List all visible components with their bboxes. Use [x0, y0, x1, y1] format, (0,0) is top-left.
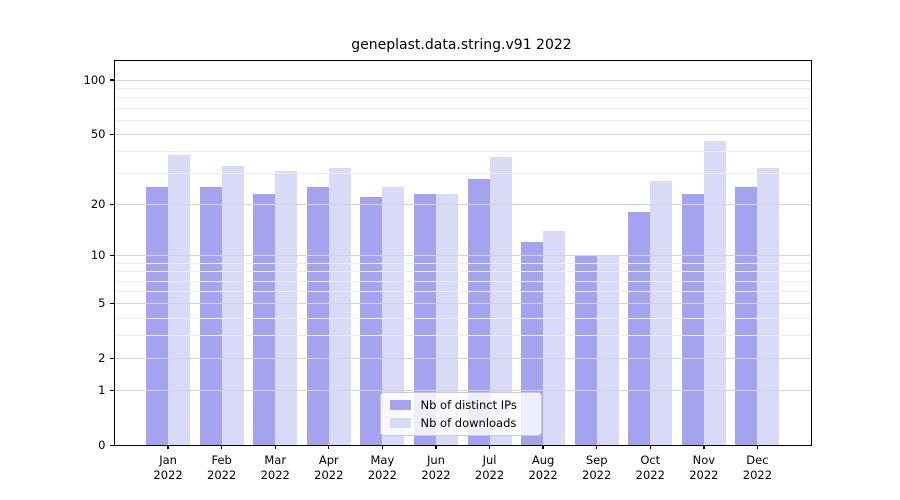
legend-label-distinct-ips: Nb of distinct IPs: [420, 398, 517, 413]
y-tick-label: 10: [90, 248, 106, 263]
y-tick-label: 1: [98, 383, 106, 398]
y-tick-mark: [109, 79, 114, 81]
x-tick-mark: [435, 445, 437, 449]
y-tick-label: 100: [83, 72, 106, 87]
x-tick-year: 2022: [367, 468, 398, 482]
x-tick-mark: [274, 445, 276, 449]
y-tick-mark: [109, 357, 114, 359]
bar-downloads-dec: [757, 168, 780, 445]
x-tick-label-sep: Sep 2022: [565, 453, 629, 483]
axis-layer: 0 1 2 5 10 20 50 100 Jan 2022 Feb 2022 Mar 2022 Apr 202…: [84, 61, 812, 482]
bar-distinct-ips-dec: [735, 187, 758, 445]
legend-label-downloads: Nb of downloads: [420, 415, 517, 430]
x-tick-mark: [542, 445, 544, 449]
x-tick-year: 2022: [207, 468, 237, 482]
bar-downloads-jun: [435, 193, 458, 445]
bar-distinct-ips-jun: [413, 193, 436, 445]
x-tick-label-nov: Nov 2022: [672, 453, 736, 483]
x-tick-mark: [703, 445, 705, 449]
y-tick-label: 2: [98, 351, 106, 366]
chart-title: geneplast.data.string.v91 2022: [351, 37, 572, 53]
bar-distinct-ips-apr: [306, 187, 329, 445]
x-tick-mark: [488, 445, 491, 449]
x-tick-mark: [595, 445, 598, 449]
x-tick-mark: [328, 445, 330, 449]
x-tick-mark: [649, 445, 651, 449]
bars-layer: [115, 61, 812, 445]
x-tick-year: 2022: [314, 468, 344, 482]
bar-distinct-ips-jul: [467, 178, 490, 445]
y-tick-label: 5: [98, 296, 106, 311]
y-tick-mark: [109, 133, 114, 135]
y-tick-mark: [109, 254, 114, 257]
x-tick-label-apr: Apr 2022: [297, 453, 361, 483]
x-tick-year: 2022: [689, 468, 719, 482]
y-tick-label: 20: [90, 197, 106, 212]
x-tick-label-aug: Aug 2022: [511, 453, 575, 483]
x-tick-label-jul: Jul 2022: [458, 453, 522, 483]
y-tick-label: 50: [90, 127, 106, 142]
x-tick-mark: [381, 445, 384, 449]
legend-swatch-distinct-ips: [389, 400, 411, 411]
y-tick-mark: [109, 302, 114, 305]
bar-downloads-nov: [703, 140, 726, 445]
x-tick-label-jan: Jan 2022: [136, 453, 200, 483]
bar-distinct-ips-feb: [199, 187, 222, 445]
y-tick-mark: [109, 389, 114, 392]
x-tick-mark: [167, 445, 169, 449]
x-tick-year: 2022: [153, 468, 183, 482]
bar-downloads-jan: [168, 155, 191, 445]
bar-distinct-ips-may: [360, 197, 383, 445]
x-tick-year: 2022: [582, 468, 612, 482]
bar-downloads-jul: [489, 157, 512, 445]
x-tick-label-oct: Oct 2022: [618, 453, 682, 483]
x-tick-year: 2022: [260, 468, 290, 482]
plot-area: 0 1 2 5 10 20 50 100 Jan 2022 Feb 2022 Mar 2022 Apr 202…: [84, 60, 812, 482]
x-tick-year: 2022: [635, 468, 665, 482]
bar-downloads-feb: [221, 166, 244, 445]
x-tick-label-feb: Feb 2022: [190, 453, 254, 483]
bar-downloads-aug: [543, 230, 566, 445]
y-tick-mark: [109, 203, 114, 206]
bar-downloads-sep: [596, 255, 619, 445]
x-tick-label-may: May 2022: [350, 453, 414, 483]
x-tick-label-mar: Mar 2022: [243, 453, 307, 483]
x-tick-year: 2022: [474, 468, 505, 482]
bar-downloads-may: [382, 187, 405, 445]
legend-item-distinct-ips: Nb of distinct IPs: [389, 398, 532, 413]
x-tick-mark: [220, 445, 223, 449]
bar-distinct-ips-oct: [628, 212, 651, 445]
x-tick-label-jun: Jun 2022: [404, 453, 468, 483]
bar-downloads-apr: [328, 168, 351, 445]
legend-item-downloads: Nb of downloads: [389, 415, 532, 430]
y-tick-label: 0: [98, 438, 106, 452]
y-tick-mark: [109, 444, 114, 446]
bar-distinct-ips-nov: [681, 193, 704, 445]
bar-distinct-ips-mar: [253, 193, 276, 445]
bar-distinct-ips-jan: [146, 187, 169, 445]
x-tick-year: 2022: [528, 468, 558, 482]
bar-downloads-mar: [275, 170, 298, 445]
legend-swatch-downloads: [389, 417, 411, 428]
x-tick-year: 2022: [742, 468, 773, 482]
bar-distinct-ips-sep: [574, 255, 597, 445]
legend: Nb of distinct IPs Nb of downloads: [379, 392, 542, 436]
bar-downloads-oct: [650, 181, 673, 445]
x-tick-year: 2022: [421, 468, 451, 482]
x-tick-label-dec: Dec 2022: [725, 453, 789, 483]
x-tick-mark: [756, 445, 759, 449]
